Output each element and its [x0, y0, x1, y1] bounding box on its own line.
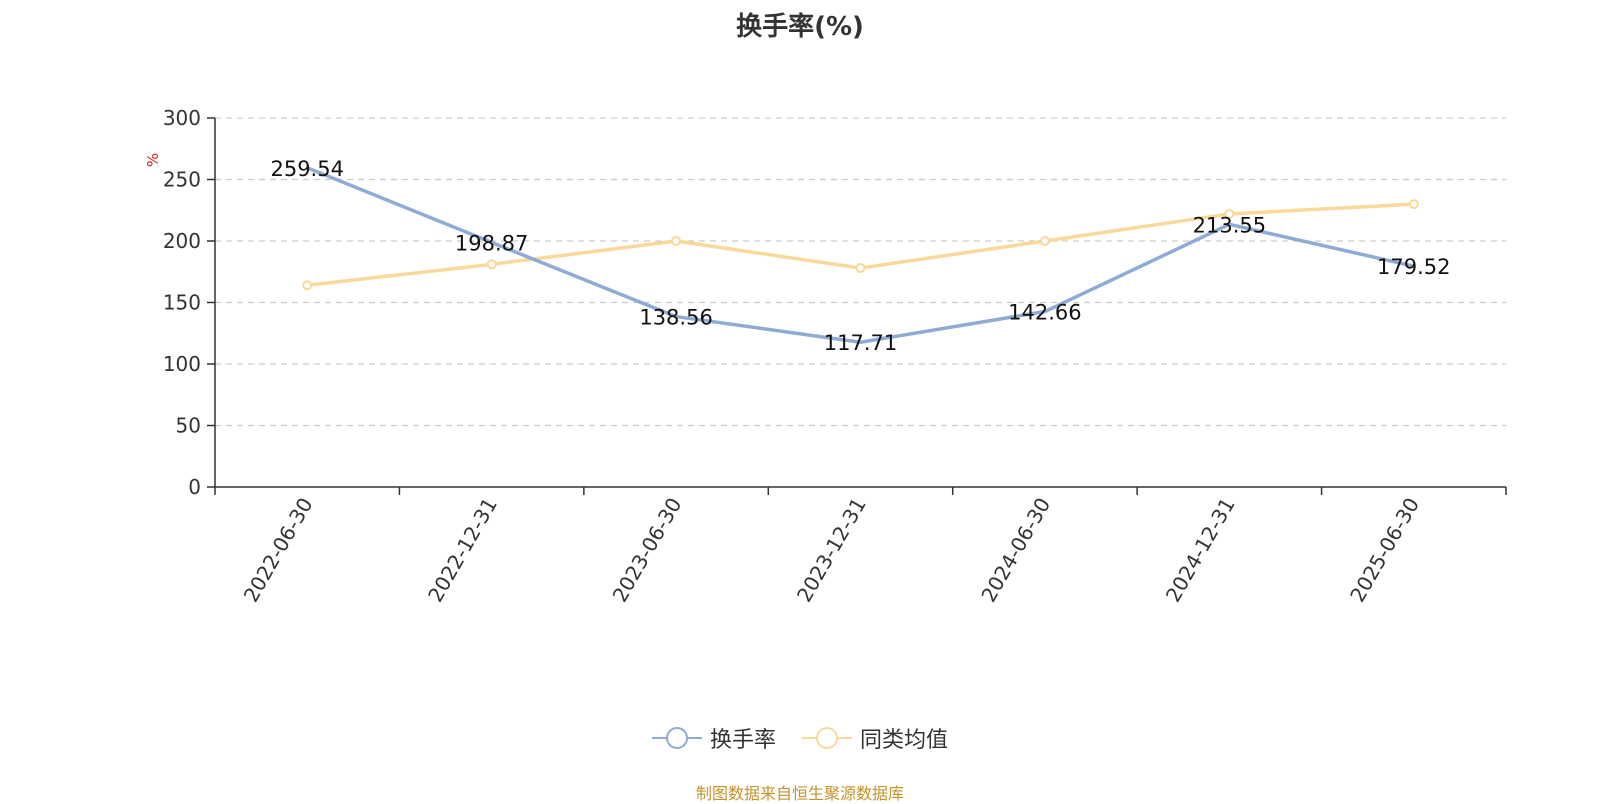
x-tick-label: 2024-12-31	[1161, 494, 1240, 607]
axes	[214, 118, 1506, 488]
legend-swatch-turnover	[651, 727, 702, 749]
series-point-peer-average	[486, 259, 497, 270]
x-tick-label: 2022-12-31	[423, 493, 502, 606]
data-label-turnover: 117.71	[824, 331, 897, 355]
x-tick-label: 2023-12-31	[792, 494, 871, 607]
series-points	[302, 199, 1419, 291]
data-labels: 259.54 198.87 138.56 117.71 142.66 213.55 179.…	[270, 157, 1450, 355]
legend: 换手率 同类均值	[0, 722, 1600, 754]
y-tick-label: 150	[163, 291, 201, 315]
legend-label-turnover: 换手率	[709, 728, 776, 753]
y-tick-label: 200	[163, 229, 201, 253]
x-axis-ticks: 2022-06-30 2022-12-31 2023-06-30 2023-12-31…	[214, 487, 1507, 607]
source-note: 制图数据来自恒生聚源数据库	[695, 784, 904, 803]
legend-item-peer-average[interactable]: 同类均值	[802, 722, 948, 754]
legend-item-turnover[interactable]: 换手率	[651, 722, 776, 754]
legend-swatch-peer-average	[802, 727, 852, 749]
x-tick-label: 2023-06-30	[607, 494, 686, 607]
x-tick-label: 2024-06-30	[976, 494, 1055, 607]
data-label-turnover: 138.56	[639, 306, 712, 330]
y-tick-label: 100	[163, 352, 201, 376]
series-point-peer-average	[1224, 208, 1235, 219]
y-tick-label: 50	[176, 414, 201, 438]
series-point-peer-average	[855, 263, 866, 274]
y-tick-label: 0	[188, 475, 201, 499]
data-label-turnover: 179.52	[1377, 255, 1450, 279]
data-label-turnover: 259.54	[270, 157, 343, 181]
y-axis-ticks: 0 50 100 150 200 250 300	[163, 106, 215, 499]
series-point-peer-average	[1408, 199, 1419, 210]
legend-label-peer-average: 同类均值	[860, 728, 949, 753]
series-point-peer-average	[1039, 236, 1050, 246]
data-label-turnover: 198.87	[455, 231, 528, 255]
series-point-peer-average	[302, 280, 313, 291]
y-tick-label: 300	[163, 106, 201, 130]
data-label-turnover: 142.66	[1008, 301, 1081, 325]
series-line-turnover	[306, 166, 1415, 344]
series-point-peer-average	[671, 236, 682, 246]
y-axis-unit: %	[144, 153, 162, 167]
chart-title: 换手率(%)	[736, 12, 864, 42]
data-label-turnover: 213.55	[1193, 213, 1266, 237]
x-tick-label: 2025-06-30	[1345, 494, 1424, 607]
x-tick-label: 2022-06-30	[239, 494, 318, 607]
y-tick-label: 250	[163, 168, 201, 192]
